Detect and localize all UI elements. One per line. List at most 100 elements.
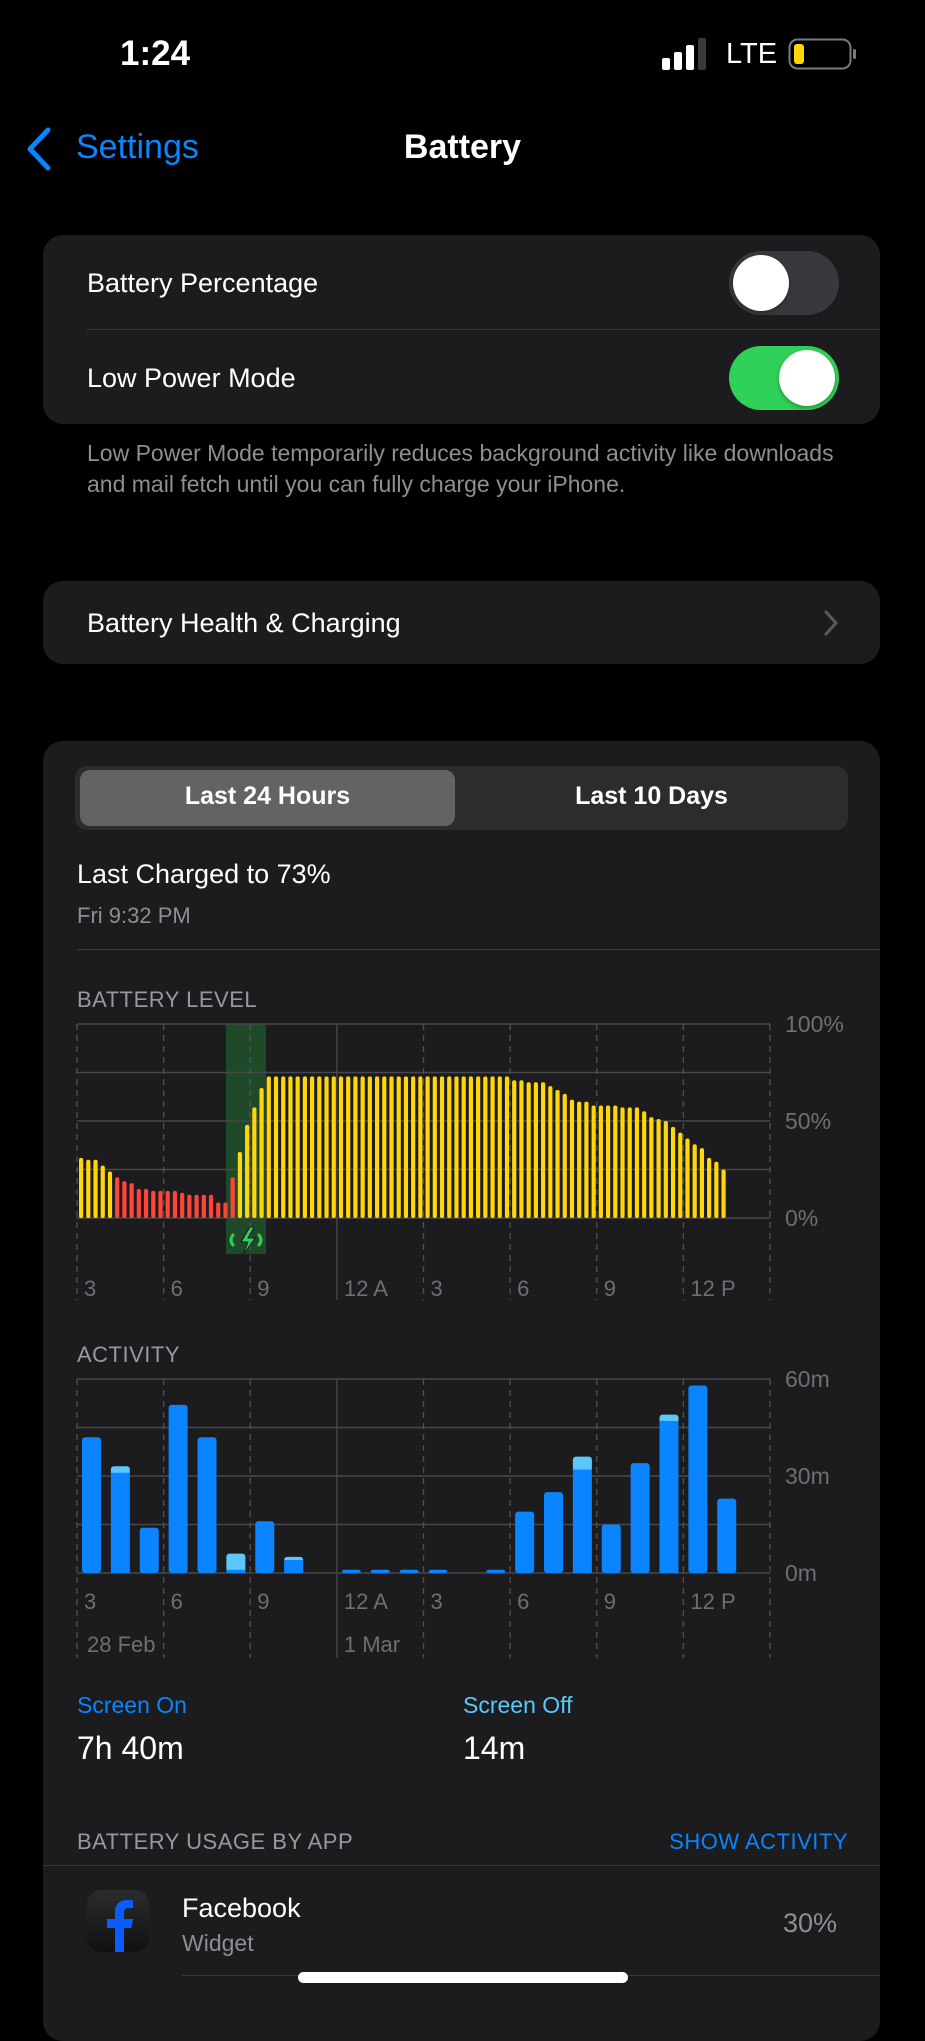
status-time: 1:24	[120, 34, 191, 73]
battery-level-bar	[346, 1076, 351, 1218]
screen-on-bar	[197, 1437, 217, 1573]
battery-level-bar	[403, 1076, 409, 1218]
show-activity-button[interactable]: SHOW ACTIVITY	[669, 1829, 848, 1854]
battery-level-bar	[201, 1194, 206, 1218]
app-detail: Widget	[182, 1930, 254, 1956]
battery-percentage-toggle[interactable]	[729, 251, 839, 315]
chevron-right-icon	[824, 610, 838, 636]
battery-level-bar	[360, 1076, 365, 1218]
screen-on-bar	[572, 1469, 592, 1573]
battery-level-bar	[476, 1076, 481, 1218]
screen-on-value: 7h 40m	[77, 1730, 184, 1766]
y-tick-label: 30m	[785, 1463, 830, 1489]
x-tick-label: 12 P	[690, 1276, 735, 1301]
battery-level-bar	[317, 1076, 322, 1218]
last-charged-time: Fri 9:32 PM	[77, 903, 191, 928]
low-power-footnote: Low Power Mode temporarily reduces backg…	[87, 440, 834, 497]
screen-on-bar	[341, 1569, 361, 1573]
battery-level-bar	[562, 1093, 567, 1218]
screen-on-bar	[717, 1498, 737, 1573]
divider	[43, 1865, 880, 1866]
battery-level-bar	[541, 1082, 546, 1218]
cellular-signal-icon	[662, 38, 706, 70]
back-button[interactable]: Settings	[76, 128, 199, 166]
battery-level-bar	[447, 1076, 452, 1218]
x-tick-label: 6	[171, 1276, 183, 1301]
battery-level-bar	[158, 1190, 163, 1218]
tab-last-24-hours[interactable]: Last 24 Hours	[184, 782, 351, 810]
battery-health-row[interactable]: Battery Health & Charging	[43, 581, 880, 664]
y-tick-label: 0m	[785, 1560, 817, 1586]
battery-level-bar	[584, 1101, 589, 1218]
tab-last-10-days[interactable]: Last 10 Days	[575, 782, 728, 810]
battery-level-bar	[533, 1082, 538, 1218]
battery-level-bar	[331, 1076, 336, 1218]
battery-level-bar	[86, 1159, 91, 1218]
screen-on-bar	[630, 1463, 650, 1573]
page-title: Battery	[403, 128, 522, 166]
battery-level-bar	[367, 1076, 372, 1218]
app-row-facebook[interactable]: Facebook Widget 30%	[43, 1866, 880, 1976]
x-tick-label: 3	[84, 1276, 96, 1301]
toggle-knob	[779, 350, 835, 406]
battery-level-bar	[598, 1105, 603, 1218]
battery-level-bar	[439, 1076, 445, 1218]
battery-health-label: Battery Health & Charging	[87, 608, 401, 638]
low-power-mode-toggle[interactable]	[729, 346, 839, 410]
battery-level-bar	[548, 1086, 553, 1218]
battery-level-bar	[237, 1152, 243, 1218]
charging-bolt-icon	[240, 1226, 256, 1256]
battery-level-bar	[670, 1126, 676, 1218]
screen-off-bar	[226, 1553, 246, 1573]
battery-level-bar	[642, 1111, 647, 1218]
screen-on-bar	[428, 1569, 448, 1573]
y-tick-label: 0%	[785, 1205, 818, 1231]
usage-header: BATTERY USAGE BY APP	[77, 1829, 354, 1854]
battery-level-bar	[151, 1190, 156, 1218]
battery-level-bar	[605, 1105, 611, 1218]
battery-level-bar	[374, 1076, 380, 1218]
date-label: 1 Mar	[344, 1632, 400, 1657]
divider	[87, 329, 880, 330]
battery-level-bar	[216, 1202, 221, 1218]
battery-level-bar	[577, 1101, 582, 1218]
x-tick-label: 12 P	[690, 1589, 735, 1614]
battery-level-bar	[324, 1076, 329, 1218]
battery-level-bar	[432, 1076, 437, 1218]
app-percent: 30%	[782, 1908, 837, 1938]
screen-off-bar	[572, 1456, 592, 1473]
battery-level-bar	[93, 1159, 98, 1218]
screen-on-bar	[544, 1492, 563, 1573]
battery-level-bar	[569, 1099, 575, 1218]
battery-level-bar	[208, 1194, 214, 1218]
battery-level-bar	[497, 1076, 502, 1218]
battery-level-bar	[338, 1076, 344, 1218]
battery-level-bar	[663, 1121, 668, 1218]
battery-level-bar	[685, 1138, 690, 1218]
battery-icon	[788, 38, 856, 70]
battery-level-bar	[714, 1161, 719, 1218]
battery-level-bar	[295, 1076, 300, 1218]
battery-level-bar	[483, 1076, 488, 1218]
x-tick-label: 3	[84, 1589, 96, 1614]
y-tick-label: 100%	[785, 1011, 844, 1037]
power-settings-group: Battery Percentage Low Power Mode	[43, 235, 880, 424]
battery-level-bar	[266, 1076, 271, 1218]
battery-level-bar	[634, 1107, 640, 1218]
date-label: 28 Feb	[87, 1632, 156, 1657]
y-tick-label: 60m	[785, 1366, 830, 1392]
toggle-knob	[733, 255, 789, 311]
battery-level-bar	[259, 1088, 264, 1218]
back-chevron-icon[interactable]	[22, 124, 62, 174]
battery-level-bar	[389, 1076, 394, 1218]
x-tick-label: 6	[517, 1276, 529, 1301]
time-range-segmented-control: Last 24 Hours Last 10 Days	[75, 766, 848, 830]
screen-off-value: 14m	[463, 1730, 526, 1766]
battery-level-bar	[425, 1076, 430, 1218]
home-indicator[interactable]	[298, 1972, 628, 1983]
app-name: Facebook	[182, 1893, 301, 1923]
battery-level-bar	[100, 1165, 105, 1218]
battery-level-bar	[678, 1132, 683, 1218]
screen-on-bar	[139, 1527, 159, 1573]
battery-level-bar	[273, 1076, 279, 1218]
